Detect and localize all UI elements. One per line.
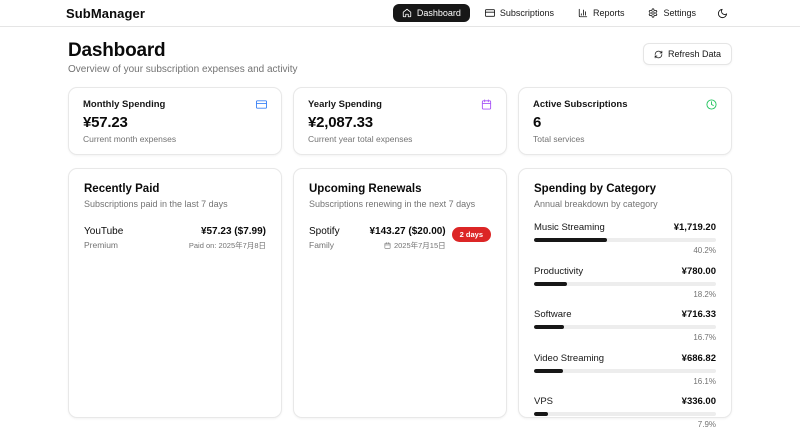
nav-item-subscriptions[interactable]: Subscriptions (476, 4, 563, 22)
page-subtitle: Overview of your subscription expenses a… (68, 64, 298, 75)
theme-toggle-button[interactable] (711, 4, 734, 23)
monthly-spending-card: Monthly Spending ¥57.23 Current month ex… (68, 87, 282, 155)
nav-label-settings: Settings (663, 8, 696, 18)
category-percent: 16.7% (693, 333, 716, 342)
refresh-icon (654, 50, 663, 58)
gear-icon (649, 8, 658, 18)
clock-icon (706, 99, 717, 110)
category-progress-bar (534, 368, 716, 373)
refresh-data-button[interactable]: Refresh Data (642, 43, 732, 65)
upcoming-renewals-subtitle: Subscriptions renewing in the next 7 day… (309, 199, 476, 209)
active-subscriptions-note: Total services (533, 134, 585, 144)
app-header: SubManager Dashboard Subscriptions Repor… (0, 0, 800, 27)
renewal-date: 2025年7月15日 (393, 241, 446, 250)
page-title: Dashboard (68, 40, 166, 61)
credit-card-icon (484, 9, 495, 17)
subscription-plan: Premium (84, 240, 119, 250)
yearly-spending-label: Yearly Spending (308, 99, 382, 110)
nav-label-dashboard: Dashboard (416, 8, 461, 18)
subscription-name: Spotify (309, 226, 340, 237)
recently-paid-subtitle: Subscriptions paid in the last 7 days (84, 199, 228, 209)
subscription-name: YouTube (84, 226, 124, 237)
nav-item-dashboard[interactable]: Dashboard (392, 4, 470, 22)
main-nav: Dashboard Subscriptions Reports Settings (392, 4, 734, 23)
nav-item-settings[interactable]: Settings (639, 4, 705, 22)
active-subscriptions-card: Active Subscriptions 6 Total services (518, 87, 732, 155)
days-left-badge: 2 days (451, 227, 491, 242)
category-progress-bar (534, 412, 716, 416)
category-name: Software (534, 309, 572, 320)
yearly-spending-value: ¥2,087.33 (308, 114, 373, 131)
calendar-icon (481, 99, 492, 110)
subscription-amount: ¥57.23 ($7.99) (200, 226, 266, 237)
subscription-plan: Family (309, 240, 335, 250)
category-name: Productivity (534, 265, 584, 277)
category-amount: ¥336.00 (681, 396, 716, 407)
spending-by-category-title: Spending by Category (534, 183, 657, 195)
calendar-icon (384, 242, 391, 249)
category-amount: ¥1,719.20 (673, 222, 716, 233)
monthly-spending-label: Monthly Spending (83, 99, 166, 110)
category-row: Productivity ¥780.00 18.2% (534, 266, 716, 299)
spending-by-category-subtitle: Annual breakdown by category (534, 199, 658, 209)
panels-row: Recently Paid Subscriptions paid in the … (68, 168, 732, 429)
category-row: Software ¥716.33 16.7% (534, 309, 716, 342)
list-item[interactable]: YouTube Premium ¥57.23 ($7.99) Paid on: … (84, 226, 266, 251)
bar-chart-icon (578, 8, 588, 18)
category-name: Video Streaming (534, 352, 605, 364)
category-row: Video Streaming ¥686.82 16.1% (534, 353, 716, 386)
category-list: Music Streaming ¥1,719.20 40.2% Producti… (534, 222, 716, 437)
recently-paid-panel: Recently Paid Subscriptions paid in the … (68, 168, 282, 418)
category-percent: 18.2% (693, 289, 716, 299)
category-amount: ¥686.82 (681, 352, 716, 364)
active-subscriptions-label: Active Subscriptions (533, 99, 628, 110)
credit-card-icon (256, 100, 267, 109)
list-item[interactable]: Spotify Family ¥143.27 ($20.00) 2025年7月1… (309, 226, 491, 251)
monthly-spending-note: Current month expenses (83, 134, 177, 144)
yearly-spending-note: Current year total expenses (308, 134, 413, 144)
page-header: Dashboard Overview of your subscription … (68, 40, 732, 75)
category-row: Music Streaming ¥1,719.20 40.2% (534, 222, 716, 255)
category-name: Music Streaming (534, 222, 605, 233)
stats-row: Monthly Spending ¥57.23 Current month ex… (68, 87, 732, 155)
moon-icon (717, 8, 728, 18)
category-percent: 40.2% (693, 246, 716, 255)
subscription-amount: ¥143.27 ($20.00) (369, 226, 446, 237)
paid-date: Paid on: 2025年7月8日 (188, 241, 266, 250)
monthly-spending-value: ¥57.23 (83, 114, 128, 131)
upcoming-renewals-title: Upcoming Renewals (309, 183, 422, 195)
yearly-spending-card: Yearly Spending ¥2,087.33 Current year t… (293, 87, 507, 155)
category-progress-bar (534, 238, 716, 242)
spending-by-category-panel: Spending by Category Annual breakdown by… (518, 168, 732, 429)
nav-label-reports: Reports (592, 8, 625, 18)
category-percent: 7.9% (697, 420, 716, 429)
upcoming-renewals-panel: Upcoming Renewals Subscriptions renewing… (293, 168, 507, 418)
home-icon (402, 8, 412, 18)
nav-label-subscriptions: Subscriptions (499, 8, 554, 18)
category-amount: ¥780.00 (681, 265, 716, 277)
app-logo: SubManager (66, 5, 146, 21)
category-amount: ¥716.33 (681, 309, 716, 320)
category-name: VPS (534, 396, 554, 407)
recently-paid-title: Recently Paid (84, 183, 160, 195)
main-content: Dashboard Overview of your subscription … (68, 27, 732, 429)
category-percent: 16.1% (693, 376, 716, 386)
category-progress-bar (534, 325, 716, 329)
nav-item-reports[interactable]: Reports (569, 4, 634, 22)
refresh-button-label: Refresh Data (667, 49, 721, 59)
active-subscriptions-value: 6 (533, 114, 542, 131)
category-progress-bar (534, 281, 716, 286)
category-row: VPS ¥336.00 7.9% (534, 396, 716, 429)
